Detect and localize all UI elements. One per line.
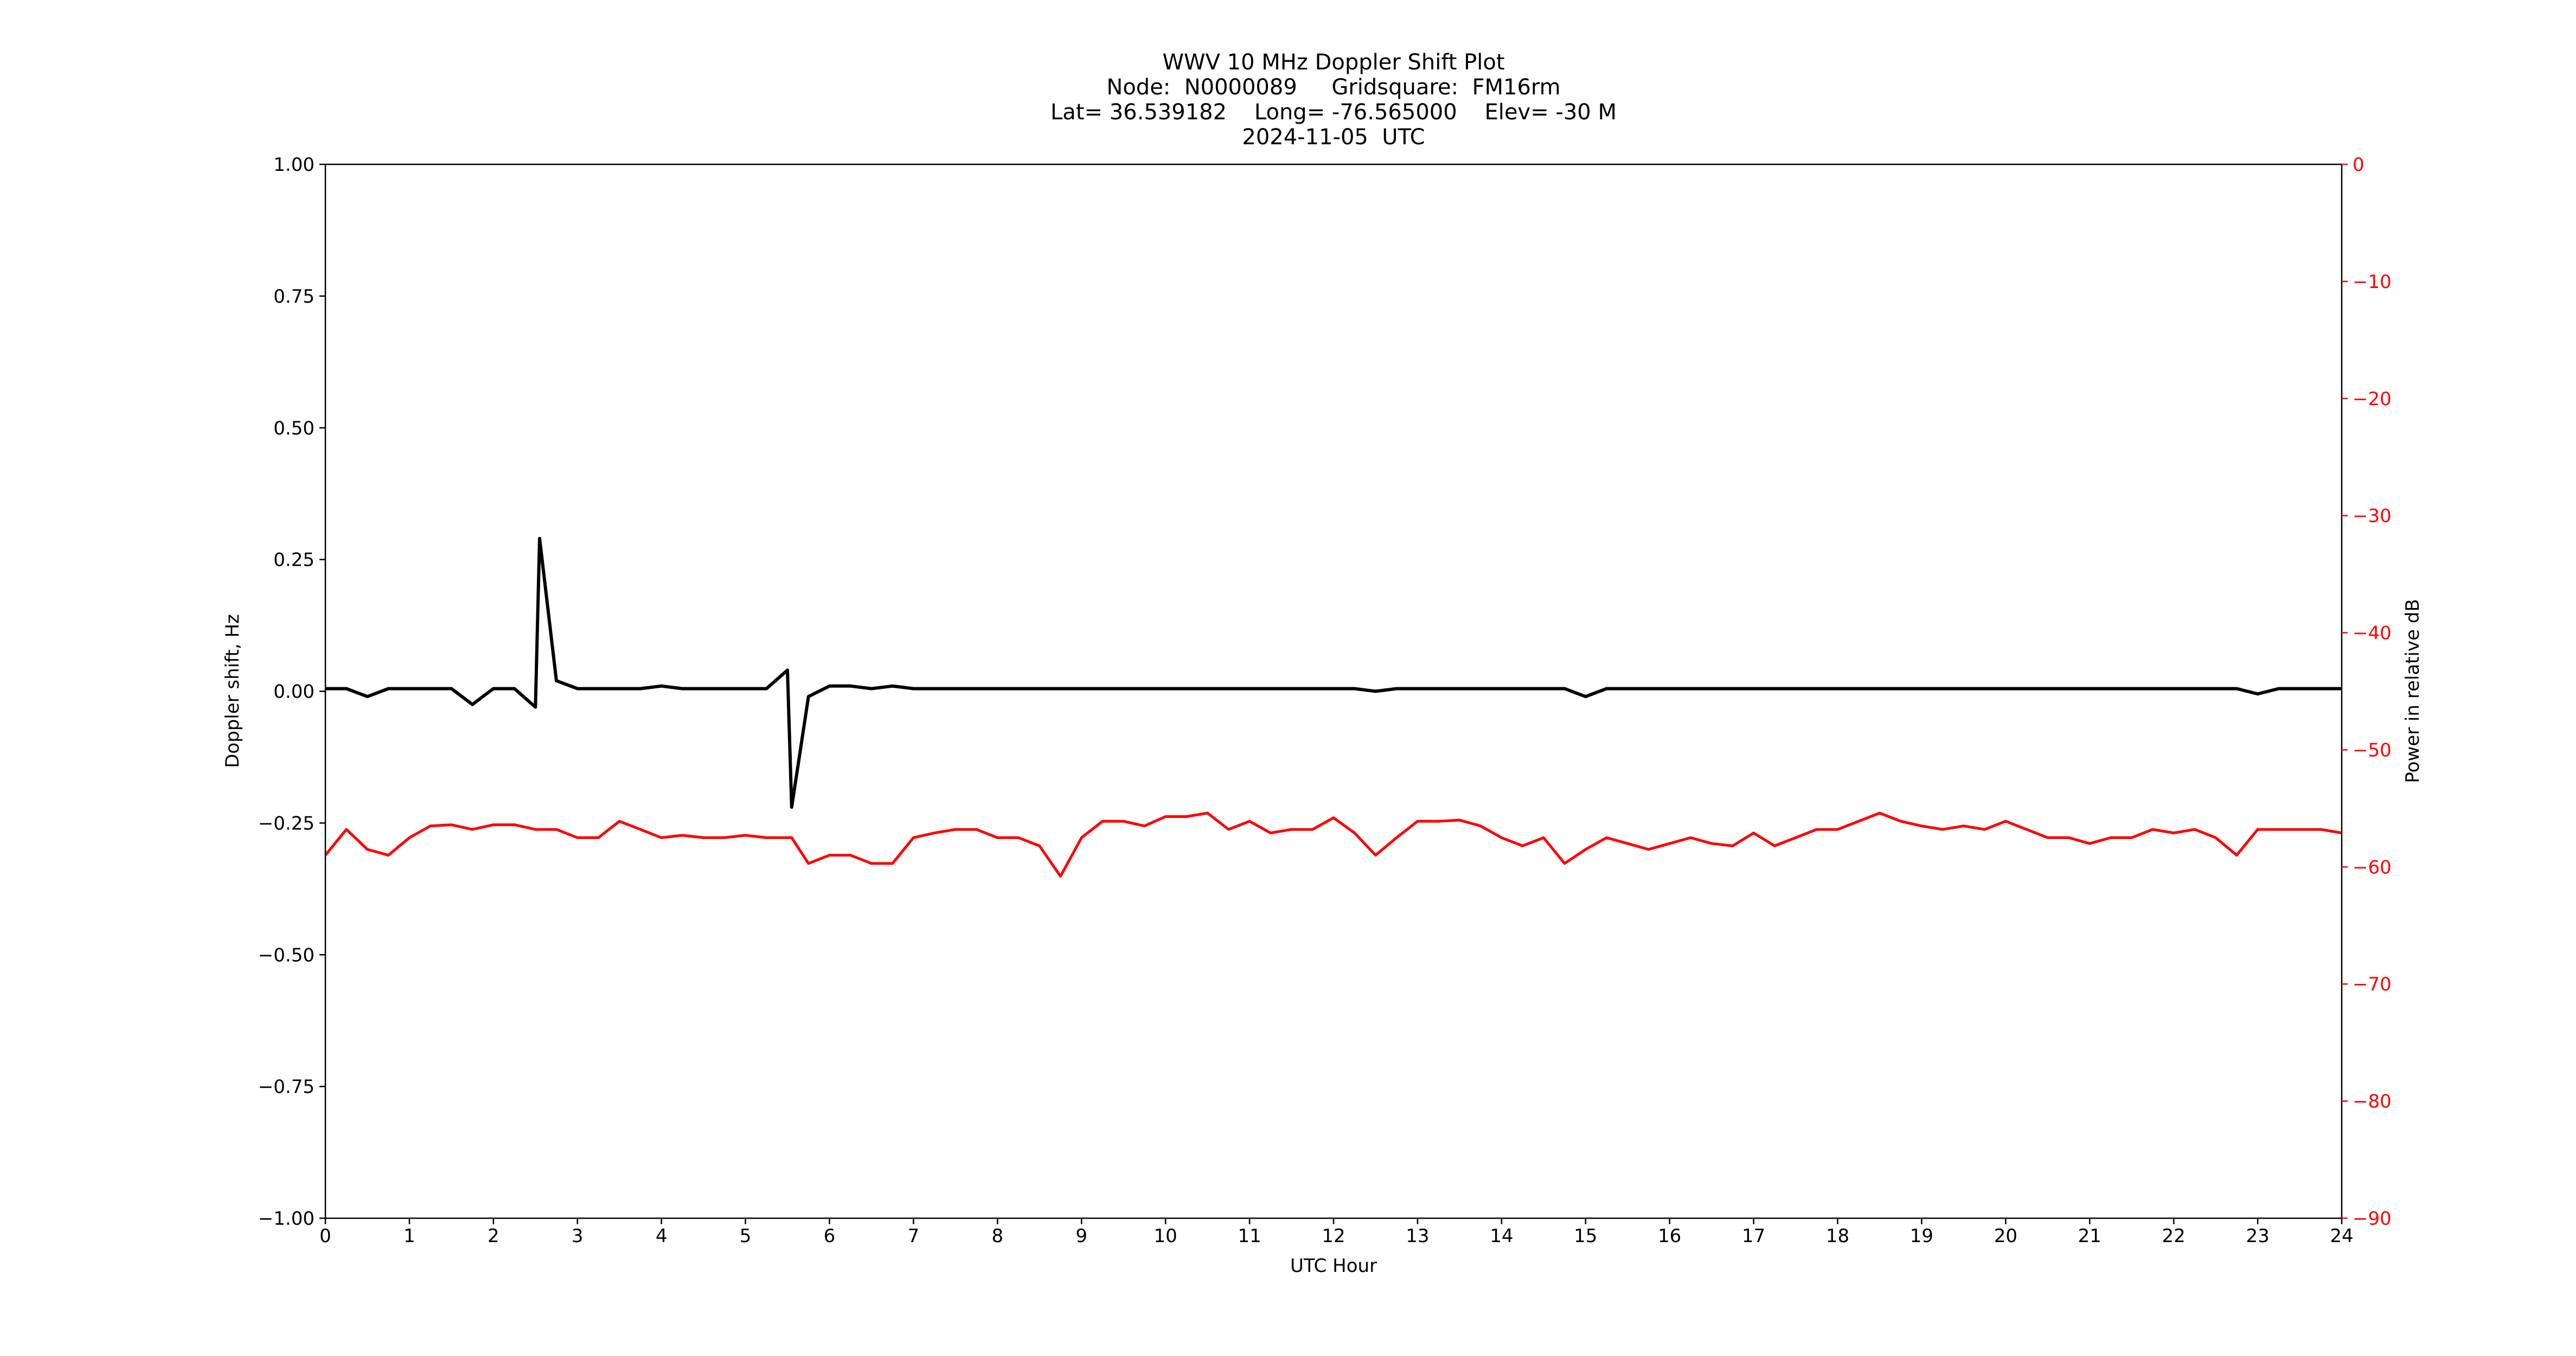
x-tick-label: 11: [1238, 1225, 1261, 1247]
y-tick-label: 0.25: [273, 549, 315, 571]
x-tick-label: 3: [572, 1225, 584, 1247]
x-tick-label: 0: [319, 1225, 331, 1247]
x-tick-label: 5: [740, 1225, 752, 1247]
y2-tick-label: −90: [2353, 1208, 2392, 1230]
y2-tick-label: −80: [2353, 1091, 2392, 1112]
x-tick-label: 19: [1910, 1225, 1933, 1247]
x-tick-label: 1: [403, 1225, 415, 1247]
x-tick-label: 22: [2162, 1225, 2186, 1247]
x-tick-label: 15: [1574, 1225, 1597, 1247]
y2-tick-label: −40: [2353, 623, 2392, 644]
x-tick-label: 24: [2330, 1225, 2353, 1247]
y2-tick-label: −50: [2353, 739, 2392, 761]
data-line: [325, 536, 2342, 809]
chart-subtitle: Lat= 36.539182 Long= -76.565000 Elev= -3…: [1050, 100, 1617, 125]
x-tick-label: 13: [1406, 1225, 1429, 1247]
x-tick-label: 14: [1490, 1225, 1513, 1247]
y2-tick-label: −70: [2353, 974, 2392, 995]
y-tick-label: 0.00: [273, 681, 315, 703]
plot-frame: [324, 163, 2343, 1219]
chart-title: WWV 10 MHz Doppler Shift Plot: [1162, 50, 1504, 75]
x-tick-label: 18: [1826, 1225, 1849, 1247]
y2-tick-label: −30: [2353, 506, 2392, 527]
x-tick-label: 23: [2246, 1225, 2269, 1247]
y-tick-label: −0.50: [258, 944, 315, 966]
y-tick-label: 0.75: [273, 286, 315, 308]
x-tick-label: 6: [824, 1225, 836, 1247]
y-tick-label: 0.50: [273, 418, 315, 439]
chart-subtitle: 2024-11-05 UTC: [1242, 125, 1425, 150]
x-tick-label: 10: [1154, 1225, 1177, 1247]
x-tick-label: 4: [656, 1225, 668, 1247]
x-tick-label: 16: [1658, 1225, 1681, 1247]
x-tick-label: 8: [992, 1225, 1004, 1247]
y2-tick-label: −60: [2353, 856, 2392, 878]
x-tick-label: 20: [1994, 1225, 2017, 1247]
x-tick-label: 17: [1742, 1225, 1765, 1247]
y-axis-label: Doppler shift, Hz: [222, 614, 243, 768]
x-tick-label: 12: [1322, 1225, 1345, 1247]
chart-subtitle: Node: N0000089 Gridsquare: FM16rm: [1106, 75, 1560, 100]
y2-tick-label: −10: [2353, 271, 2392, 293]
x-tick-label: 7: [908, 1225, 920, 1247]
y2-axis-label: Power in relative dB: [2402, 599, 2424, 783]
y2-tick-label: −20: [2353, 388, 2392, 410]
data-line: [324, 811, 2342, 878]
x-tick-label: 9: [1075, 1225, 1087, 1247]
x-tick-label: 21: [2078, 1225, 2101, 1247]
y-tick-label: −0.75: [258, 1076, 315, 1098]
y-tick-label: −1.00: [258, 1208, 315, 1230]
y2-tick-label: 0: [2353, 154, 2364, 176]
y-tick-label: −0.25: [258, 813, 315, 834]
y-tick-label: 1.00: [273, 154, 315, 176]
x-tick-label: 2: [488, 1225, 499, 1247]
x-axis-label: UTC Hour: [1290, 1255, 1377, 1277]
